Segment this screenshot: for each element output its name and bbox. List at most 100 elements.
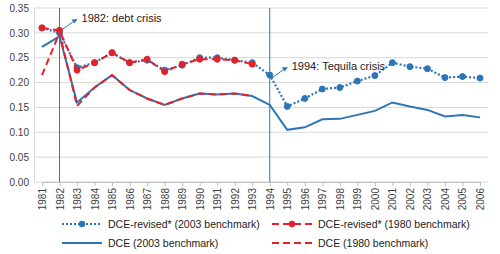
axis-line [43,183,481,187]
tick: 1997 [317,182,328,210]
annotation-arrowhead [72,19,78,24]
tick-mark [445,182,446,186]
series-line [42,36,480,129]
tick-mark [77,182,78,186]
tick: 1999 [352,182,363,210]
legend: DCE-revised* (2003 benchmark)DCE (2003 b… [62,218,470,249]
tick-mark [252,182,253,186]
tick: 1985 [107,182,118,210]
series-line [42,33,252,106]
legend-item: DCE (2003 benchmark) [62,237,218,249]
legend-swatch [62,242,102,244]
tick: 0.00 [10,177,34,188]
tick: 1996 [300,182,311,210]
series-marker [39,25,45,31]
tick-label: 0.15 [10,102,30,113]
tick-label: 1997 [317,188,328,211]
tick: 1994 [265,182,276,210]
tick-label: 2001 [387,188,398,211]
tick: 0.25 [10,52,34,63]
series-marker [354,78,360,84]
annotation-line [269,8,270,182]
tick-mark [322,182,323,186]
tick-label: 2002 [405,188,416,211]
tick: 2002 [405,182,416,210]
legend-label: DCE-revised* (1980 benchmark) [318,218,470,230]
tick-mark [427,182,428,186]
series-marker [232,57,238,63]
tick-label: 0.05 [10,152,30,163]
tick-mark [200,182,201,186]
tick-label: 1991 [212,188,223,211]
x-axis: 1981198219831984198519861987198819891990… [37,182,486,210]
tick: 1993 [247,182,258,210]
tick: 1986 [125,182,136,210]
tick: 1990 [195,182,206,210]
tick-label: 1999 [352,188,363,211]
tick: 2006 [475,182,486,210]
legend-label: DCE (2003 benchmark) [108,237,218,249]
tick-label: 1987 [142,188,153,211]
series-line [42,28,252,72]
grid-line [34,132,488,133]
series [39,25,483,130]
series-marker [372,73,378,79]
tick: 1981 [37,182,48,210]
tick-mark [305,182,306,186]
axis-line [34,9,35,183]
tick-label: 1983 [72,188,83,211]
tick-label: 2000 [370,188,381,211]
tick: 1982 [55,182,66,210]
series-marker [179,62,185,68]
tick-label: 1982 [55,188,66,211]
tick: 0.35 [10,3,34,14]
tick: 0.05 [10,152,34,163]
tick-mark [147,182,148,186]
tick-label: 1984 [90,188,101,211]
grid-line [34,32,488,33]
tick: 0.20 [10,77,34,88]
tick: 2005 [457,182,468,210]
series-marker [424,66,430,72]
series-marker [127,60,133,66]
series-marker [127,60,133,66]
tick: 1998 [335,182,346,210]
legend-item: DCE-revised* (1980 benchmark) [272,218,470,230]
tick-mark [182,182,183,186]
grid-line [34,157,488,158]
series-marker [39,25,45,31]
tick: 1983 [72,182,83,210]
tick-label: 0.20 [10,77,30,88]
tick-label: 2003 [422,188,433,211]
tick-label: 1993 [247,188,258,211]
tick-mark [60,182,61,186]
series-marker [232,57,238,63]
tick: 2003 [422,182,433,210]
tick-label: 1981 [37,188,48,211]
series-marker [337,85,343,91]
annotation-arrowhead [282,67,288,72]
tick-mark [130,182,131,186]
y-axis: 0.000.050.100.150.200.250.300.35 [10,3,35,188]
series-marker [249,61,255,67]
tick-mark [217,182,218,186]
series-marker [407,64,413,70]
series-marker [442,75,448,81]
tick-label: 1988 [160,188,171,211]
series-marker [302,95,308,101]
legend-marker [289,221,295,227]
tick-mark [375,182,376,186]
tick: 0.10 [10,127,34,138]
series-marker [214,56,220,62]
tick-label: 2005 [457,188,468,211]
tick-mark [42,182,43,186]
tick-label: 1990 [195,188,206,211]
legend-label: DCE (1980 benchmark) [318,237,428,249]
series-marker [109,50,115,56]
tick-label: 2004 [440,188,451,211]
series-marker [74,67,80,73]
legend-swatch [272,242,312,244]
tick-mark [410,182,411,186]
series-marker [197,56,203,62]
tick-label: 0.35 [10,3,30,14]
